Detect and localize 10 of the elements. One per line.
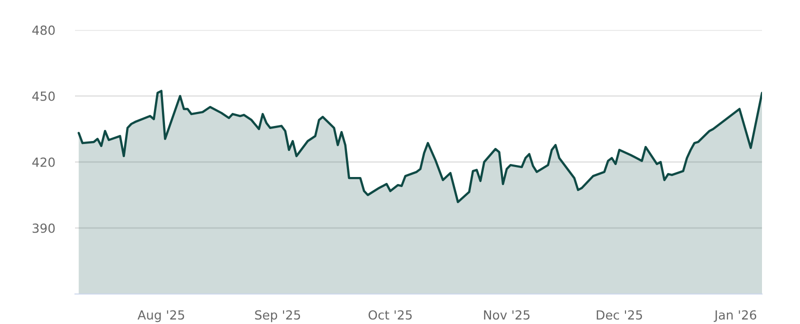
x-tick-label: Aug '25 — [138, 310, 184, 322]
x-tick-label: Jan '26 — [714, 310, 756, 322]
y-tick-label: 480 — [32, 25, 55, 35]
x-tick-label: Nov '25 — [484, 310, 530, 320]
x-tick-label: Oct '25 — [368, 310, 412, 320]
y-tick-label: 390 — [32, 223, 55, 233]
x-tick-label: Dec '25 — [596, 310, 642, 320]
y-tick-label: 450 — [32, 91, 55, 101]
y-tick-label: 420 — [32, 157, 55, 167]
x-tick-label: Sep '25 — [255, 310, 300, 322]
